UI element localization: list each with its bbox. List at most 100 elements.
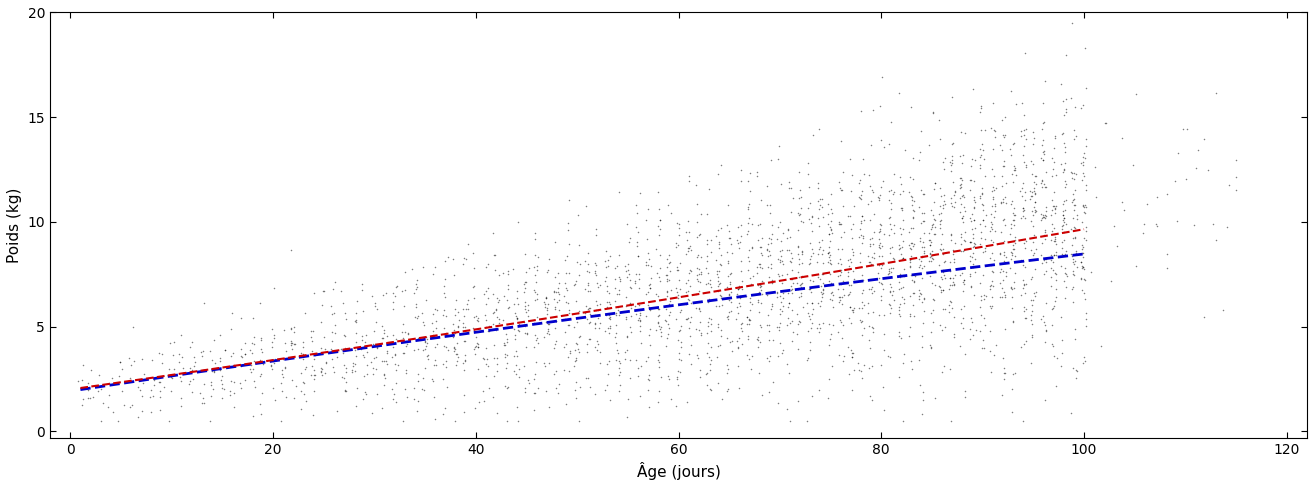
Point xyxy=(495,331,516,338)
Point xyxy=(455,255,476,263)
Point xyxy=(851,331,872,339)
Point xyxy=(1074,202,1095,209)
Point xyxy=(587,340,608,348)
Point xyxy=(1062,189,1083,197)
Point xyxy=(392,335,413,342)
Point xyxy=(863,328,884,336)
Point xyxy=(1076,309,1097,317)
Point xyxy=(800,219,821,227)
Point xyxy=(1041,252,1062,260)
Point xyxy=(880,304,901,312)
Point xyxy=(879,300,900,308)
Point xyxy=(463,249,484,257)
Point xyxy=(736,230,757,238)
Point xyxy=(650,323,671,331)
Point xyxy=(1072,202,1093,209)
Point xyxy=(728,223,749,231)
Point xyxy=(374,329,396,337)
Point xyxy=(717,385,738,393)
Point xyxy=(150,378,171,386)
Point xyxy=(536,304,557,312)
Point xyxy=(544,305,565,313)
Point xyxy=(143,381,164,389)
Point xyxy=(385,367,406,375)
Point xyxy=(393,417,414,425)
Point xyxy=(1051,262,1072,270)
Point xyxy=(347,297,368,305)
Point xyxy=(1053,217,1074,225)
Point xyxy=(564,280,585,288)
Point xyxy=(812,259,833,267)
Point xyxy=(219,362,240,370)
Point xyxy=(393,320,414,328)
Point xyxy=(577,267,598,275)
Point xyxy=(863,254,884,262)
Point xyxy=(982,267,1003,275)
Point xyxy=(627,238,648,246)
Point xyxy=(879,187,900,194)
Point xyxy=(779,299,800,307)
Point xyxy=(767,288,788,296)
Point xyxy=(788,168,809,176)
Point xyxy=(1031,156,1053,164)
Point xyxy=(862,323,883,331)
Point xyxy=(970,303,991,311)
Point xyxy=(737,313,758,320)
Point xyxy=(1126,90,1147,98)
Point xyxy=(924,230,945,238)
Point xyxy=(983,256,1004,264)
Point xyxy=(870,293,891,300)
Point xyxy=(1046,202,1067,209)
Point xyxy=(1012,207,1033,215)
Point xyxy=(869,243,890,250)
Point xyxy=(738,246,759,254)
Point xyxy=(635,216,656,224)
Point xyxy=(982,202,1003,210)
Point xyxy=(1024,203,1045,211)
Point xyxy=(1046,270,1067,278)
Point xyxy=(841,259,862,266)
Point xyxy=(689,287,710,295)
Point xyxy=(315,345,336,353)
Point xyxy=(464,313,485,321)
Point xyxy=(812,270,833,278)
Point xyxy=(737,253,758,261)
Point xyxy=(728,334,749,342)
Point xyxy=(851,304,872,312)
Point xyxy=(993,162,1014,170)
Point xyxy=(903,301,924,309)
Point xyxy=(276,393,297,401)
Point xyxy=(650,332,671,340)
Point xyxy=(556,284,577,292)
Point xyxy=(1034,321,1055,329)
Point xyxy=(762,230,783,238)
Point xyxy=(189,389,210,397)
Point xyxy=(950,200,971,208)
Point xyxy=(1013,307,1034,315)
Point xyxy=(539,330,560,338)
Point xyxy=(587,283,608,291)
Point xyxy=(539,320,560,328)
Point xyxy=(1033,213,1054,221)
Point xyxy=(1042,154,1063,162)
Point xyxy=(143,376,164,384)
Point xyxy=(993,132,1014,140)
Point xyxy=(72,362,93,370)
Point xyxy=(1156,190,1177,198)
Point xyxy=(1046,248,1067,256)
Point xyxy=(728,343,749,351)
Point xyxy=(413,263,434,271)
Point xyxy=(778,185,799,192)
Point xyxy=(792,302,813,310)
Point xyxy=(740,317,761,324)
Point xyxy=(443,344,464,352)
Point xyxy=(342,362,363,370)
Point xyxy=(595,247,616,255)
Point xyxy=(1075,84,1096,92)
Point xyxy=(964,326,986,334)
Point xyxy=(221,325,242,333)
Point xyxy=(576,301,597,309)
Point xyxy=(1003,317,1024,325)
Point xyxy=(606,309,627,317)
Point xyxy=(1003,162,1024,169)
